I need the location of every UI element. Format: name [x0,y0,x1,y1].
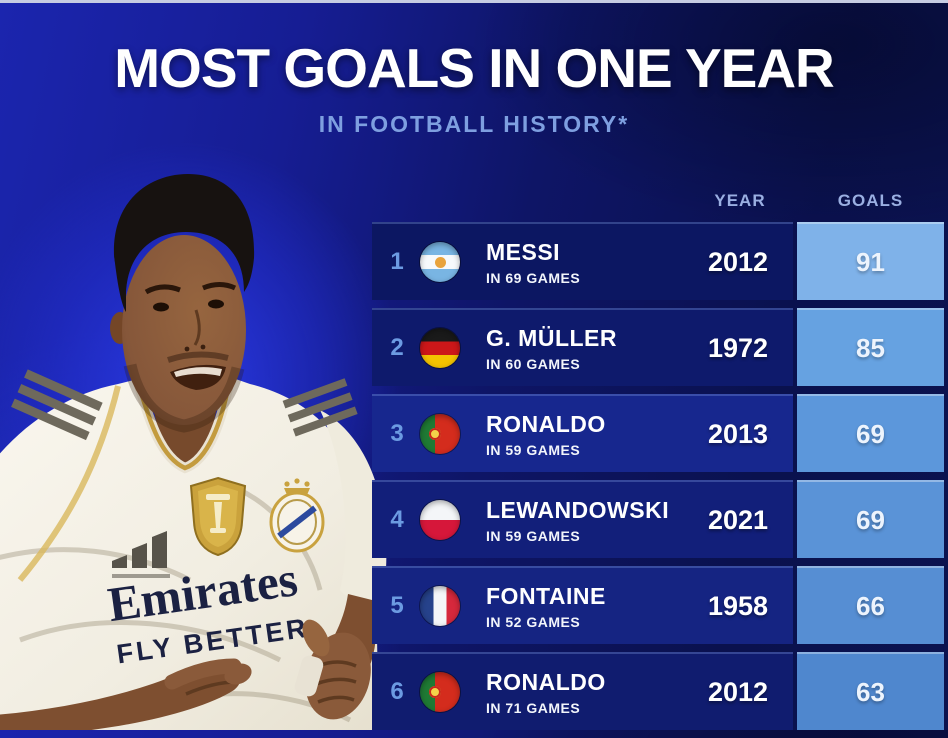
year-value: 2021 [707,504,769,535]
goals-value: 69 [797,394,944,472]
goals-column-header: GOALS [837,191,904,210]
flag-portugal-icon [420,672,460,712]
player-name: G. MÜLLER [486,324,617,351]
adidas-logo-icon [112,531,170,578]
shoulder-stripes-left-icon [11,369,103,441]
year-value: 1958 [707,590,769,621]
table-row: 6 RONALDO IN 71 GAMES 2012 63 [372,652,948,730]
player-games: IN 52 GAMES [486,613,581,630]
player-games: IN 60 GAMES [486,355,581,372]
ranking-table: YEAR GOALS 1 MESSI IN 69 GAMES 2012 91 2… [372,185,948,738]
flag-portugal-icon [420,414,460,454]
player-left-arm [294,594,376,720]
year-value: 2013 [707,418,769,449]
player-hair [113,174,255,292]
rank-label: 3 [390,420,404,447]
goals-value: 66 [797,566,944,644]
rank-label: 1 [390,248,404,275]
player-name: MESSI [486,238,561,265]
table-row: 3 RONALDO IN 59 GAMES 2013 69 [372,394,948,472]
player-name: RONALDO [486,668,606,695]
table-row: 5 FONTAINE IN 52 GAMES 1958 66 [372,566,948,644]
rank-label: 2 [390,334,404,361]
year-column-header: YEAR [714,191,766,210]
shoulder-stripes-right-icon [282,378,358,437]
goals-value: 69 [797,480,944,558]
table-row: 2 G. MÜLLER IN 60 GAMES 1972 85 [372,308,948,386]
rank-label: 5 [390,592,404,619]
table-header: YEAR GOALS [372,185,948,222]
rank-label: 4 [390,506,404,533]
page-title: MOST GOALS IN ONE YEAR [114,37,835,99]
player-face-features [123,282,245,433]
table-row: 4 LEWANDOWSKI IN 59 GAMES 2021 69 [372,480,948,558]
goals-value: 91 [797,222,944,300]
player-games: IN 71 GAMES [486,699,581,716]
goals-value: 63 [797,652,944,730]
year-value: 2012 [707,676,769,707]
player-games: IN 69 GAMES [486,269,581,286]
rank-label: 6 [390,678,404,705]
player-name: LEWANDOWSKI [486,496,670,523]
top-border-line [0,0,948,3]
hair-sideburn [114,255,126,312]
collar-cord [17,385,121,582]
table-row: 1 MESSI IN 69 GAMES 2012 91 [372,222,948,300]
champion-badge-icon [189,476,247,557]
flag-poland-icon [420,500,460,540]
collar-gold-trim-icon [135,377,233,471]
player-photo: Emirates FLY BETTER [0,174,387,730]
year-value: 1972 [707,332,769,363]
flag-france-icon [420,586,460,626]
page-subtitle: IN FOOTBALL HISTORY* [318,111,630,137]
year-value: 2012 [707,246,769,277]
player-right-arm [0,658,252,730]
goals-value: 85 [797,308,944,386]
player-name: FONTAINE [486,582,606,609]
player-name: RONALDO [486,410,606,437]
real-madrid-crest-icon [269,478,325,553]
player-games: IN 59 GAMES [486,527,581,544]
flag-germany-icon [420,328,460,368]
jersey-sleeve [320,410,387,622]
flag-argentina-icon [420,242,460,282]
player-games: IN 59 GAMES [486,441,581,458]
